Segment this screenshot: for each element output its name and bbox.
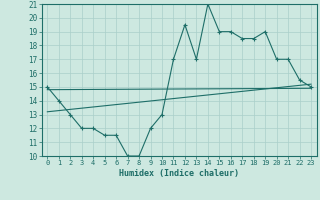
X-axis label: Humidex (Indice chaleur): Humidex (Indice chaleur) (119, 169, 239, 178)
